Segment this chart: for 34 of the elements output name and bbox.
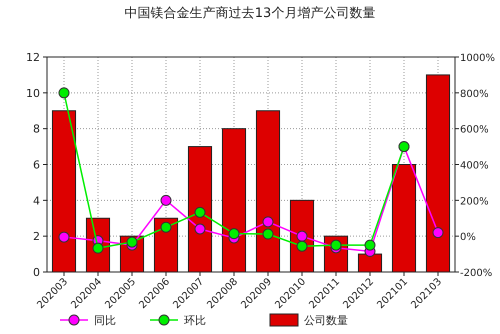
y-tick-label: 12 <box>26 51 40 64</box>
point <box>262 228 274 240</box>
point <box>194 224 206 234</box>
y2-tick-label: 400% <box>460 160 489 172</box>
y2-tick-label: 0% <box>460 232 476 244</box>
y-tick-label: 2 <box>33 230 40 244</box>
point <box>262 216 274 228</box>
point <box>160 194 172 206</box>
point <box>194 206 206 218</box>
point <box>432 227 444 238</box>
point <box>160 222 172 233</box>
y-tick-label: 0 <box>33 266 40 279</box>
y-tick-label: 4 <box>33 194 40 208</box>
point <box>296 230 308 242</box>
point <box>296 240 308 252</box>
y2-tick-label: 1000% <box>460 53 495 64</box>
point <box>58 87 70 98</box>
y-tick-label: 10 <box>26 86 40 100</box>
y2-tick-label: -200% <box>460 268 492 279</box>
point <box>330 240 342 251</box>
point <box>92 242 104 254</box>
point <box>228 228 240 240</box>
chart-title: 中国镁合金生产商过去13个月增产公司数量 <box>124 6 376 21</box>
point <box>364 240 376 251</box>
y2-tick-label: 800% <box>460 88 489 100</box>
legend-label: 环比 <box>184 314 206 327</box>
legend-label: 同比 <box>94 314 116 327</box>
point <box>58 232 70 243</box>
y2-tick-label: 600% <box>460 124 489 136</box>
y2-tick-label: 200% <box>460 196 489 208</box>
y-tick-label: 6 <box>33 158 40 172</box>
point <box>126 236 138 248</box>
y-tick-label: 8 <box>33 122 40 136</box>
legend-label: 公司数量 <box>304 314 348 327</box>
